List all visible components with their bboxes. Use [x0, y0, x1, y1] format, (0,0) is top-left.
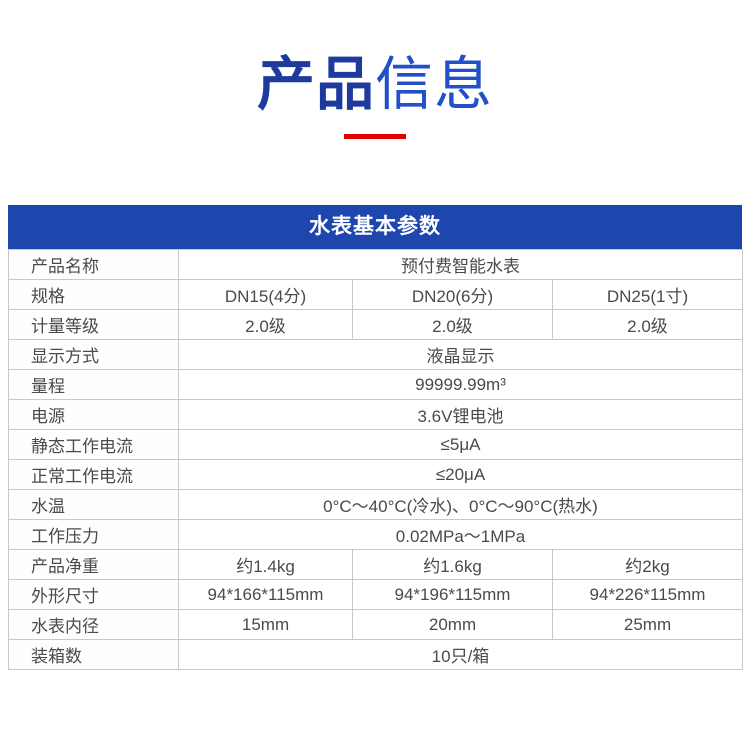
- spec-value: 约2kg: [552, 549, 743, 580]
- spec-label: 静态工作电流: [8, 429, 179, 460]
- spec-value: ≤20μA: [178, 459, 743, 490]
- table-row: 量程 99999.99m³: [8, 369, 743, 400]
- spec-value: 15mm: [178, 609, 353, 640]
- table-row: 工作压力 0.02MPa～1MPa: [8, 519, 743, 550]
- table-row: 规格 DN15(4分) DN20(6分) DN25(1寸): [8, 279, 743, 310]
- spec-value: 约1.6kg: [352, 549, 553, 580]
- spec-value: 液晶显示: [178, 339, 743, 370]
- spec-value: ≤5μA: [178, 429, 743, 460]
- table-row: 水表内径 15mm 20mm 25mm: [8, 609, 743, 640]
- table-row: 静态工作电流 ≤5μA: [8, 429, 743, 460]
- spec-label: 产品净重: [8, 549, 179, 580]
- spec-value: 94*226*115mm: [552, 579, 743, 610]
- spec-value: 0°C～40°C(冷水)、0°C～90°C(热水): [178, 489, 743, 520]
- spec-value: 0.02MPa～1MPa: [178, 519, 743, 550]
- spec-value: 2.0级: [352, 309, 553, 340]
- table-row: 水温 0°C～40°C(冷水)、0°C～90°C(热水): [8, 489, 743, 520]
- spec-label: 量程: [8, 369, 179, 400]
- page-title-part1: 产品: [256, 52, 375, 117]
- spec-value: DN25(1寸): [552, 279, 743, 310]
- table-row: 外形尺寸 94*166*115mm 94*196*115mm 94*226*115mm: [8, 579, 743, 610]
- spec-value: 94*196*115mm: [352, 579, 553, 610]
- spec-value: DN15(4分): [178, 279, 353, 310]
- spec-label: 显示方式: [8, 339, 179, 370]
- title-underline-decoration: [344, 134, 406, 139]
- spec-table-section: 水表基本参数 产品名称 预付费智能水表 规格 DN15(4分) DN20(6分) DN25…: [8, 205, 743, 670]
- table-row: 显示方式 液晶显示: [8, 339, 743, 370]
- spec-value: 20mm: [352, 609, 553, 640]
- spec-value: 25mm: [552, 609, 743, 640]
- table-row: 产品名称 预付费智能水表: [8, 249, 743, 280]
- spec-label: 电源: [8, 399, 179, 430]
- table-header-title: 水表基本参数: [8, 205, 742, 249]
- product-info-page: 产品信息 水表基本参数 产品名称 预付费智能水表 规格 DN15(4分) DN20(6分…: [0, 54, 750, 670]
- spec-value: 94*166*115mm: [178, 579, 353, 610]
- spec-label: 水表内径: [8, 609, 179, 640]
- spec-value: 2.0级: [178, 309, 353, 340]
- table-row: 装箱数 10只/箱: [8, 639, 743, 670]
- spec-label: 外形尺寸: [8, 579, 179, 610]
- page-title-part2: 信息: [375, 52, 494, 117]
- spec-label: 产品名称: [8, 249, 179, 280]
- spec-table: 产品名称 预付费智能水表 规格 DN15(4分) DN20(6分) DN25(1寸) 计量等…: [8, 249, 743, 670]
- table-row: 正常工作电流 ≤20μA: [8, 459, 743, 490]
- table-row: 电源 3.6V锂电池: [8, 399, 743, 430]
- spec-label: 正常工作电流: [8, 459, 179, 490]
- spec-value: 2.0级: [552, 309, 743, 340]
- spec-value: 3.6V锂电池: [178, 399, 743, 430]
- page-title: 产品信息: [0, 54, 750, 116]
- spec-label: 规格: [8, 279, 179, 310]
- spec-value: 99999.99m³: [178, 369, 743, 400]
- spec-label: 水温: [8, 489, 179, 520]
- spec-value: 10只/箱: [178, 639, 743, 670]
- spec-value: 预付费智能水表: [178, 249, 743, 280]
- table-row: 产品净重 约1.4kg 约1.6kg 约2kg: [8, 549, 743, 580]
- spec-value: DN20(6分): [352, 279, 553, 310]
- spec-label: 装箱数: [8, 639, 179, 670]
- spec-value: 约1.4kg: [178, 549, 353, 580]
- spec-label: 工作压力: [8, 519, 179, 550]
- spec-label: 计量等级: [8, 309, 179, 340]
- table-row: 计量等级 2.0级 2.0级 2.0级: [8, 309, 743, 340]
